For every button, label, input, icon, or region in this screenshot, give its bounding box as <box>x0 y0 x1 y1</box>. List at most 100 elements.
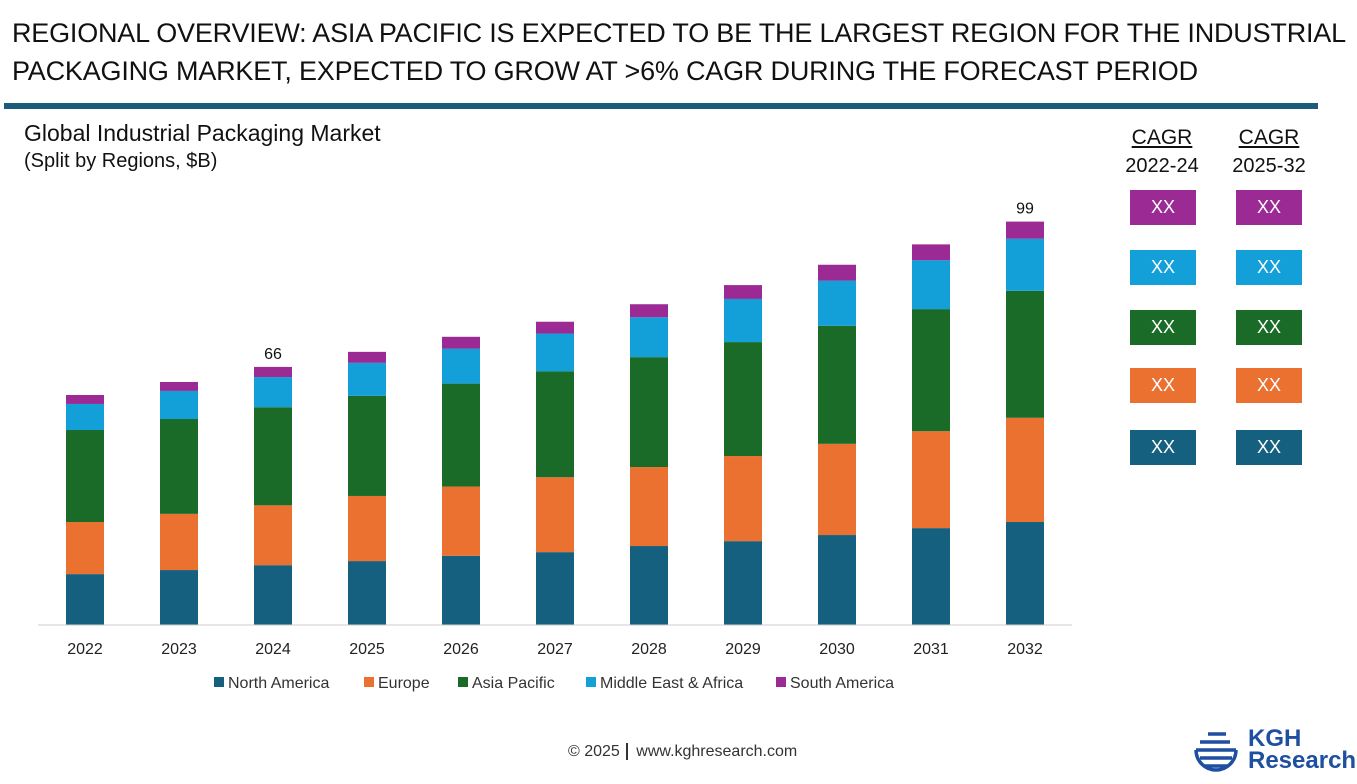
bar-segment <box>254 377 292 408</box>
x-tick-label: 2026 <box>443 641 479 658</box>
cagr-header-2: CAGR 2025-32 <box>1224 124 1314 180</box>
copyright: © 2025 <box>568 743 620 760</box>
bar-segment <box>818 325 856 444</box>
bar-segment <box>254 407 292 506</box>
bar-segment <box>348 395 386 496</box>
bar-segment <box>1006 290 1044 418</box>
cagr-period: 2025-32 <box>1232 155 1306 177</box>
bar-segment <box>724 342 762 457</box>
bar-segment <box>724 298 762 343</box>
x-tick-label: 2022 <box>67 641 103 658</box>
cagr-value-box: XX <box>1236 430 1302 465</box>
bar-segment <box>1006 221 1044 239</box>
bar-segment <box>536 333 574 372</box>
legend-swatch <box>586 677 596 687</box>
legend-label: Asia Pacific <box>472 675 555 692</box>
bar-segment <box>160 381 198 391</box>
bar-segment <box>348 561 386 625</box>
bar-segment <box>442 486 480 556</box>
x-tick-label: 2027 <box>537 641 573 658</box>
bar-segment <box>160 570 198 625</box>
bar-segment <box>66 395 104 404</box>
bar-segment <box>536 477 574 553</box>
bar-segment <box>66 522 104 575</box>
x-tick-label: 2032 <box>1007 641 1043 658</box>
data-label: 99 <box>1016 201 1034 218</box>
bar-segment <box>630 546 668 625</box>
bar-segment <box>912 260 950 310</box>
bar-segment <box>348 495 386 562</box>
x-tick-label: 2031 <box>913 641 949 658</box>
cagr-label: CAGR <box>1238 126 1300 149</box>
bar-segment <box>724 285 762 299</box>
bar-segment <box>66 430 104 523</box>
bar-segment <box>818 535 856 625</box>
divider <box>4 103 1318 109</box>
bar-segment <box>912 309 950 432</box>
bar-segment <box>254 366 292 378</box>
bar-segment <box>912 244 950 261</box>
cagr-value-box: XX <box>1130 250 1196 285</box>
cagr-value-box: XX <box>1236 250 1302 285</box>
x-tick-label: 2023 <box>161 641 197 658</box>
legend-swatch <box>364 677 374 687</box>
cagr-period: 2022-24 <box>1125 155 1199 177</box>
bar-segment <box>160 419 198 514</box>
x-tick-label: 2029 <box>725 641 761 658</box>
page-title: REGIONAL OVERVIEW: ASIA PACIFIC IS EXPEC… <box>12 14 1346 90</box>
bar-segment <box>536 321 574 334</box>
title-line-2: PACKAGING MARKET, EXPECTED TO GROW AT >6… <box>12 56 1198 86</box>
bar-segment <box>818 264 856 281</box>
bar-segment <box>254 565 292 625</box>
cagr-value-box: XX <box>1130 310 1196 345</box>
bar-segment <box>254 505 292 566</box>
x-tick-label: 2030 <box>819 641 855 658</box>
x-tick-label: 2028 <box>631 641 667 658</box>
bar-segment <box>912 528 950 625</box>
kgh-logo: KGH Research <box>1190 726 1356 774</box>
x-tick-label: 2025 <box>349 641 385 658</box>
bar-segment <box>536 371 574 478</box>
x-tick-label: 2024 <box>255 641 291 658</box>
bar-segment <box>630 304 668 318</box>
bar-segment <box>442 383 480 487</box>
data-label: 66 <box>264 346 282 363</box>
bar-segment <box>348 362 386 396</box>
legend-swatch <box>214 677 224 687</box>
legend-label: Middle East & Africa <box>600 675 743 692</box>
footer: © 2025 www.kghresearch.com <box>568 743 797 761</box>
bar-segment <box>442 555 480 625</box>
cagr-value-box: XX <box>1130 368 1196 403</box>
cagr-label: CAGR <box>1131 126 1193 149</box>
cagr-value-box: XX <box>1236 310 1302 345</box>
chart-title: Global Industrial Packaging Market <box>24 120 381 146</box>
bar-segment <box>348 351 386 363</box>
bar-segment <box>818 280 856 326</box>
chart-subtitle: (Split by Regions, $B) <box>24 150 218 172</box>
legend-label: North America <box>228 675 329 692</box>
bar-segment <box>630 317 668 358</box>
website-link[interactable]: www.kghresearch.com <box>636 743 798 760</box>
cagr-value-box: XX <box>1236 190 1302 225</box>
cagr-value-box: XX <box>1130 430 1196 465</box>
bar-segment <box>724 541 762 625</box>
cagr-value-box: XX <box>1236 368 1302 403</box>
legend-swatch <box>458 677 468 687</box>
cagr-header-1: CAGR 2022-24 <box>1117 124 1207 180</box>
legend-swatch <box>776 677 786 687</box>
legend-label: South America <box>790 675 894 692</box>
bar-segment <box>66 403 104 431</box>
bar-segment <box>536 552 574 625</box>
bar-segment <box>630 467 668 547</box>
bar-segment <box>1006 417 1044 523</box>
logo-text: KGH <box>1248 725 1302 752</box>
bar-segment <box>1006 522 1044 625</box>
bar-segment <box>912 431 950 529</box>
bar-segment <box>160 390 198 420</box>
bar-segment <box>442 336 480 349</box>
globe-icon <box>1194 732 1238 772</box>
bar-segment <box>818 443 856 536</box>
bar-segment <box>630 357 668 468</box>
cagr-value-box: XX <box>1130 190 1196 225</box>
